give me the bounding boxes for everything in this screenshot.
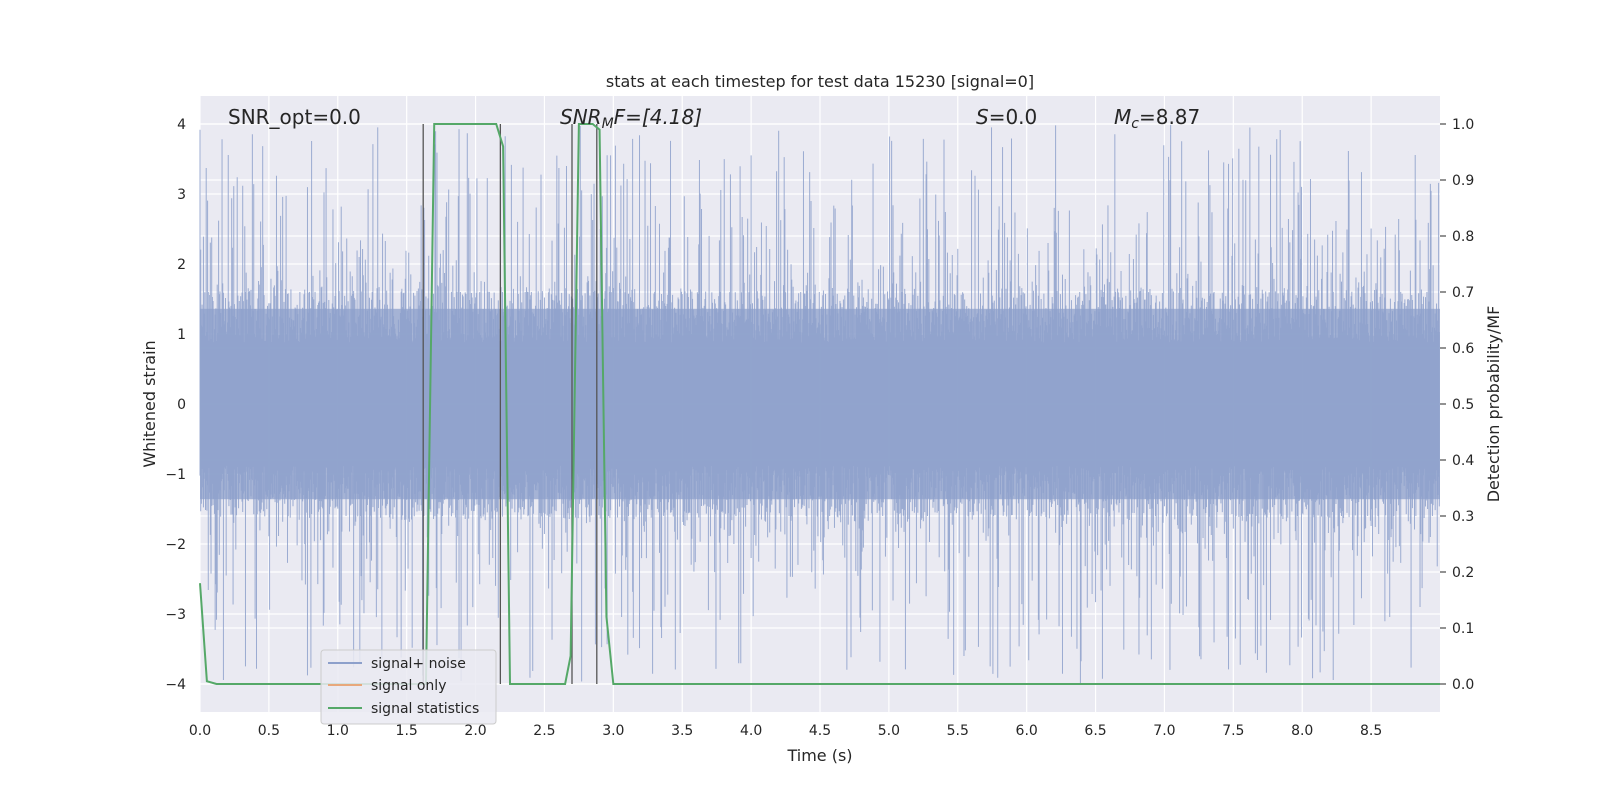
annotation-mc-name: M <box>1114 105 1131 129</box>
y-right-tick-label: 0.5 <box>1452 397 1474 413</box>
y-left-tick-labels: 4 3 2 1 0 −1 −2 −3 −4 <box>165 117 186 693</box>
x-tick-label: 3.5 <box>671 723 693 739</box>
y-left-tick-label: 4 <box>177 117 186 133</box>
x-tick-label: 5.0 <box>878 723 900 739</box>
y-right-tick-label: 0.0 <box>1452 677 1474 693</box>
y-right-tick-label: 0.7 <box>1452 285 1474 301</box>
y-left-tick-label: −4 <box>165 677 186 693</box>
x-tick-label: 7.5 <box>1222 723 1244 739</box>
legend-box <box>320 649 497 725</box>
y-left-tick-label: 0 <box>177 397 186 413</box>
annotation-snr-opt: SNR_opt=0.0 <box>228 105 361 129</box>
annotation-mc-sub: c <box>1131 116 1139 132</box>
y-right-tick-label: 0.3 <box>1452 509 1474 525</box>
x-tick-label: 0.0 <box>189 723 211 739</box>
x-tick-label: 3.0 <box>602 723 624 739</box>
legend-label-signal-noise: signal+ noise <box>371 656 466 672</box>
x-tick-label: 6.0 <box>1016 723 1038 739</box>
annotation-snr-mf-name: SNR <box>560 105 602 129</box>
signal-noise-series <box>199 124 1440 684</box>
x-tick-label: 2.0 <box>464 723 486 739</box>
y-axis-label-right: Detection probability/MF <box>1484 306 1503 503</box>
y-right-tick-label: 0.2 <box>1452 565 1474 581</box>
x-tick-label: 8.5 <box>1360 723 1382 739</box>
x-tick-label: 4.5 <box>809 723 831 739</box>
y-left-tick-label: −2 <box>165 537 186 553</box>
legend-label-signal-statistics: signal statistics <box>371 701 479 717</box>
legend-label-signal-only: signal only <box>371 678 446 694</box>
annotation-snr-mf: SNRMF=[4.18] <box>560 105 702 132</box>
y-right-tick-label: 0.9 <box>1452 173 1474 189</box>
annotation-mc: Mc=8.87 <box>1114 105 1200 132</box>
y-left-tick-label: 1 <box>177 327 186 343</box>
legend: signal+ noise signal only signal statist… <box>320 649 497 725</box>
y-right-tick-labels: 1.0 0.9 0.8 0.7 0.6 0.5 0.4 0.3 0.2 0.1 0.0 <box>1440 117 1474 693</box>
y-right-tick-label: 0.1 <box>1452 621 1474 637</box>
x-tick-label: 0.5 <box>258 723 280 739</box>
x-axis-label: Time (s) <box>786 746 852 765</box>
x-tick-label: 4.0 <box>740 723 762 739</box>
annotation-mc-tail: =8.87 <box>1139 105 1200 129</box>
y-left-tick-label: −3 <box>165 607 186 623</box>
y-right-tick-label: 0.8 <box>1452 229 1474 245</box>
signal-noise-line <box>199 124 1440 684</box>
annotation-s-name: S <box>976 105 989 129</box>
x-tick-label: 7.0 <box>1153 723 1175 739</box>
x-tick-label: 1.5 <box>396 723 418 739</box>
y-axis-label-left: Whitened strain <box>140 340 159 467</box>
y-right-tick-label: 0.6 <box>1452 341 1474 357</box>
x-tick-label: 6.5 <box>1084 723 1106 739</box>
annotation-snr-mf-tail: F=[4.18] <box>614 105 702 129</box>
y-right-tick-label: 1.0 <box>1452 117 1474 133</box>
y-left-tick-label: 2 <box>177 257 186 273</box>
vertical-markers <box>422 124 598 684</box>
x-tick-label: 8.0 <box>1291 723 1313 739</box>
annotation-s: S=0.0 <box>976 105 1037 129</box>
x-tick-label: 5.5 <box>947 723 969 739</box>
y-left-tick-label: 3 <box>177 187 186 203</box>
y-right-tick-label: 0.4 <box>1452 453 1474 469</box>
y-left-tick-label: −1 <box>165 467 186 483</box>
annotation-snr-mf-sub: M <box>602 116 614 132</box>
annotation-s-tail: =0.0 <box>989 105 1038 129</box>
x-tick-label: 1.0 <box>327 723 349 739</box>
x-tick-label: 2.5 <box>533 723 555 739</box>
x-tick-labels: 0.0 0.5 1.0 1.5 2.0 2.5 3.0 3.5 4.0 4.5 5.0 5.5 6.0 6… <box>189 723 1382 739</box>
chart-title: stats at each timestep for test data 152… <box>606 72 1034 91</box>
